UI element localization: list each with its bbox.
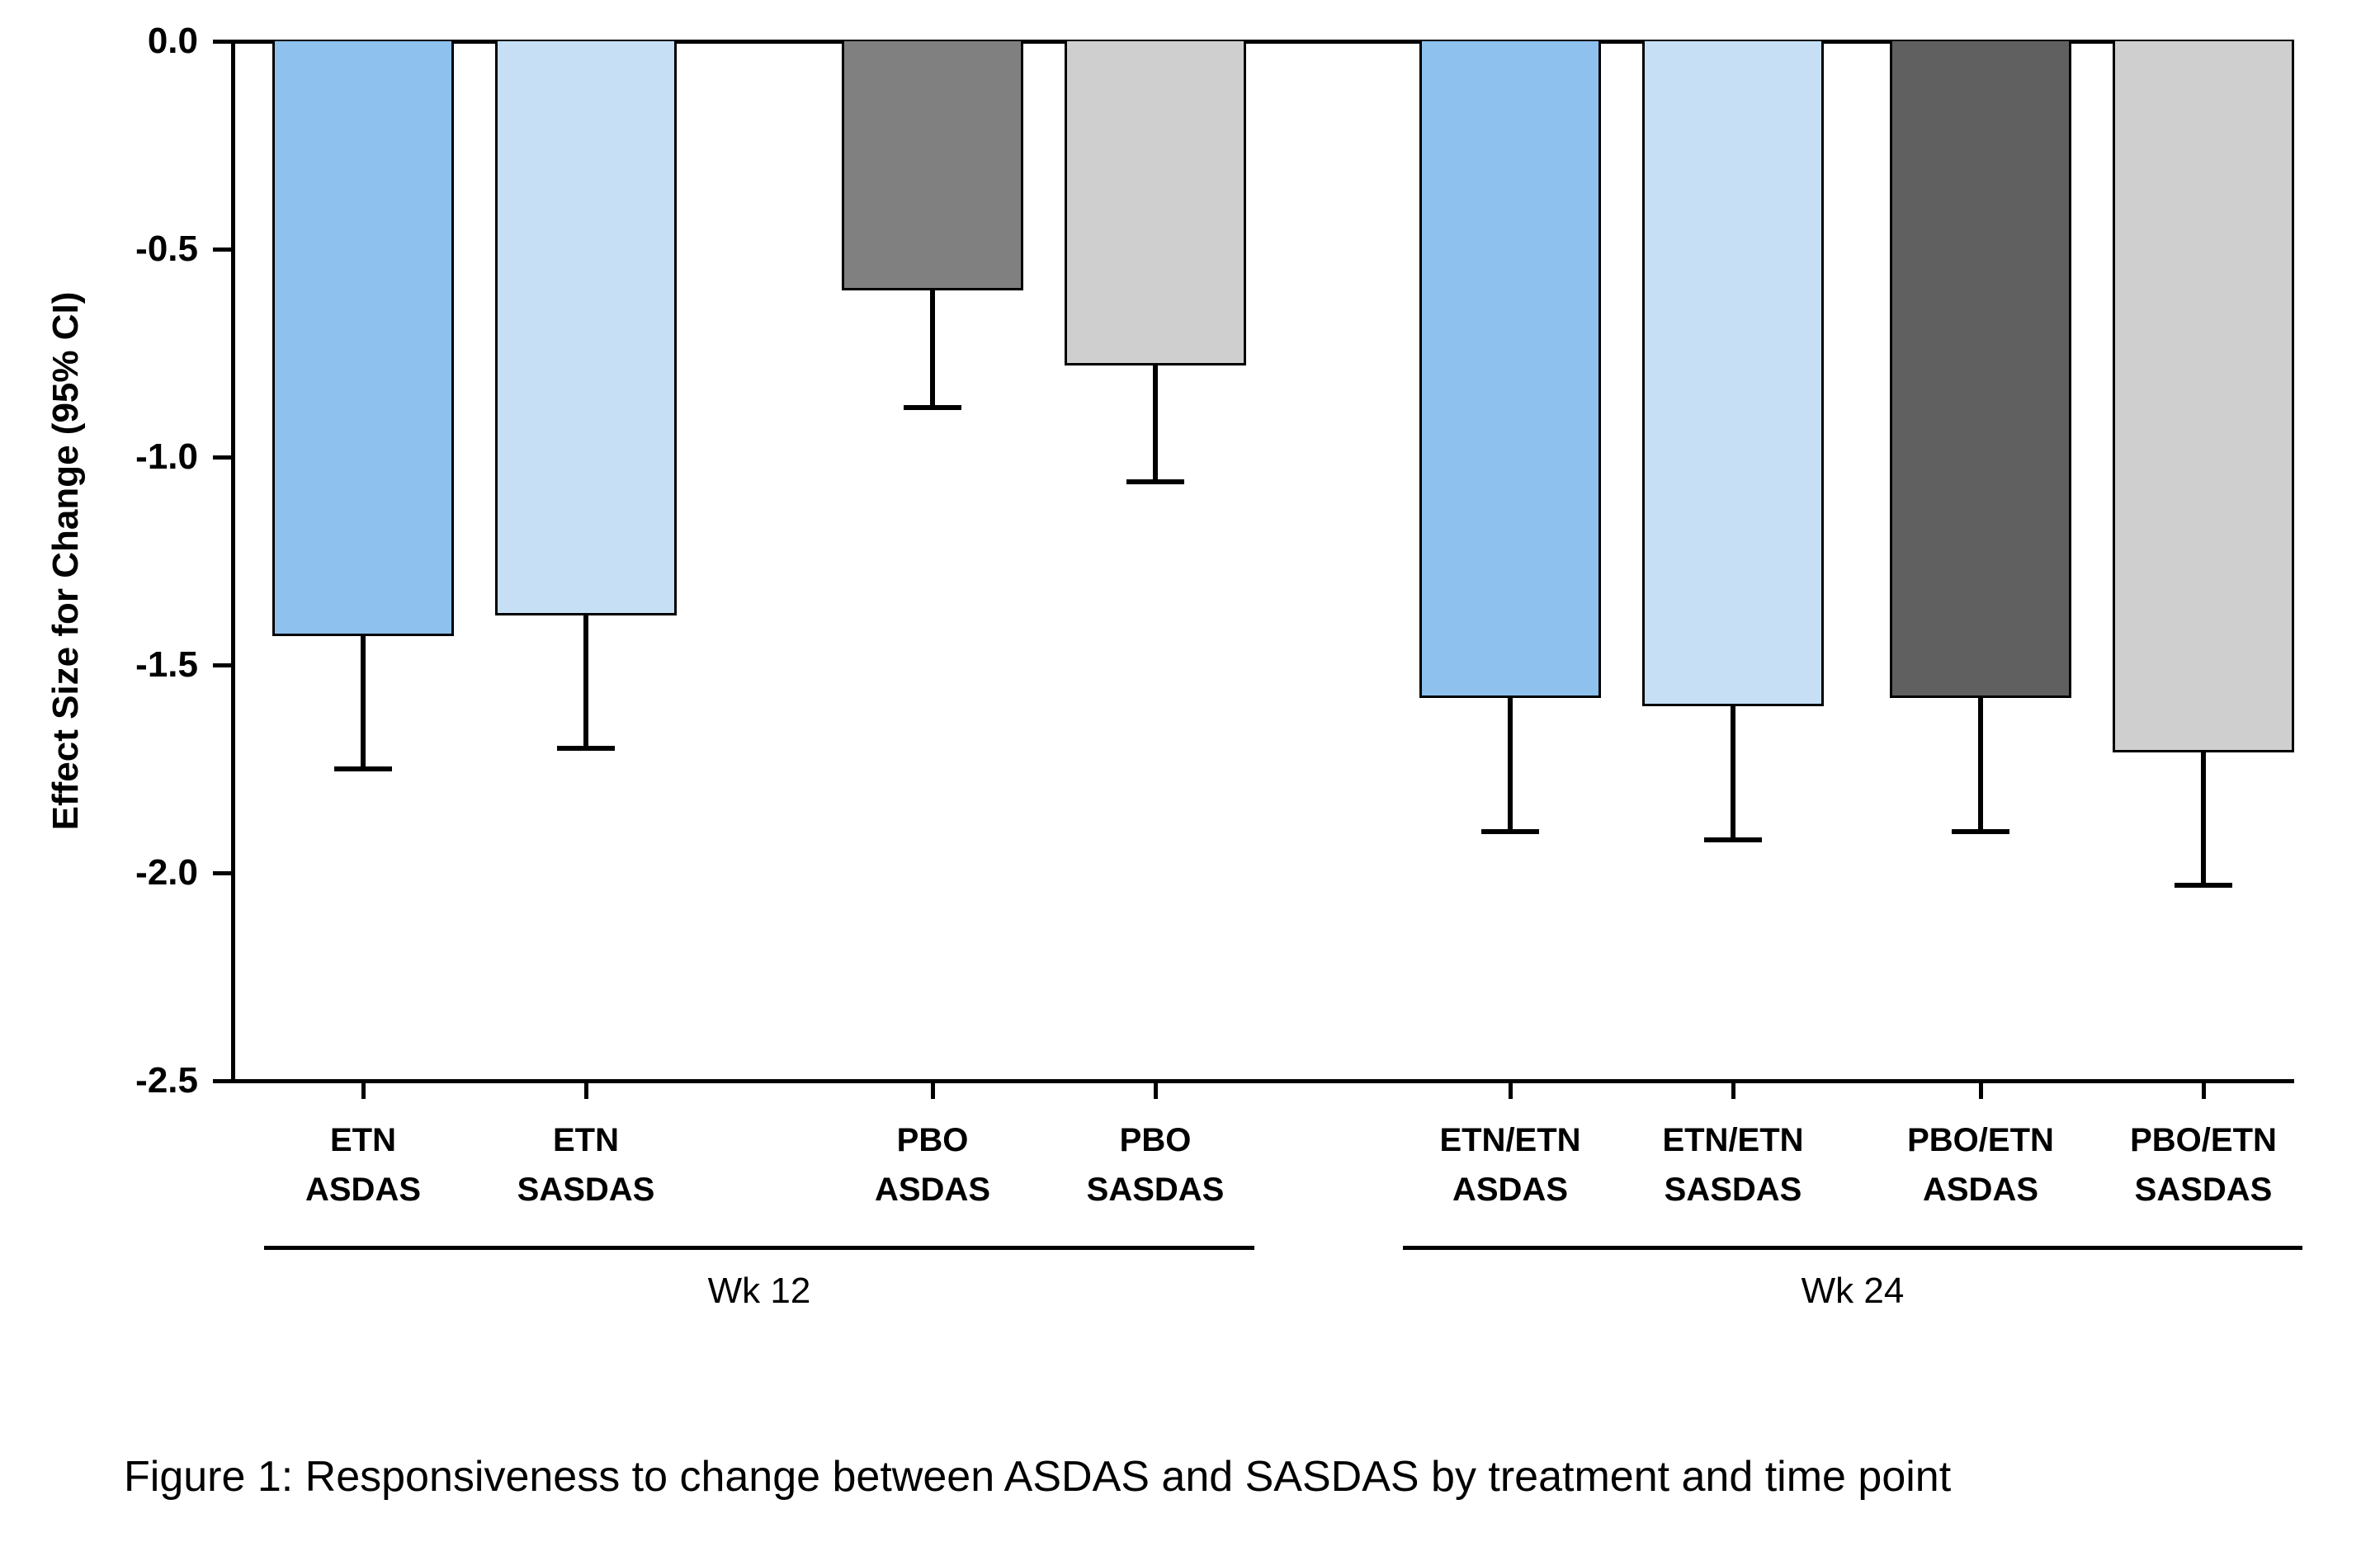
errorbar-wk12-pbo-asdas [930,290,935,407]
x-category-label-line2: SASDAS [2135,1172,2273,1209]
x-category-label-line1: PBO/ETN [2130,1122,2277,1159]
bar-wk24-etn-sasdas [1642,41,1824,706]
x-tick [2202,1081,2206,1099]
x-axis-bottom-line [231,1079,2294,1083]
errorbar-cap-wk12-pbo-sasdas [1126,479,1184,484]
errorbar-cap-wk12-pbo-asdas [904,405,961,410]
errorbar-wk24-pbo-sasdas [2201,752,2206,885]
x-tick [931,1081,935,1099]
errorbar-cap-wk12-etn-asdas [334,766,392,771]
x-category-label-line1: PBO [1120,1122,1192,1159]
errorbar-wk24-etn-sasdas [1731,706,1735,839]
x-tick [1509,1081,1513,1099]
y-tick [213,248,231,252]
y-tick-label: -0.5 [0,229,198,270]
errorbar-wk12-pbo-sasdas [1153,365,1158,482]
x-category-label-line1: ETN [330,1122,396,1159]
errorbar-wk12-etn-sasdas [583,615,588,748]
y-tick-label: -2.5 [0,1060,198,1101]
group-line [264,1246,1254,1250]
x-category-label-line2: ASDAS [1923,1172,2038,1209]
bar-wk24-pbo-sasdas [2113,41,2294,752]
errorbar-cap-wk24-etn-asdas [1481,829,1539,834]
x-tick [584,1081,588,1099]
errorbar-wk24-pbo-asdas [1978,698,1983,831]
errorbar-cap-wk24-pbo-sasdas [2175,883,2232,888]
group-line [1403,1246,2302,1250]
y-tick-label: -2.0 [0,852,198,894]
y-tick [213,871,231,875]
y-tick [213,1079,231,1083]
errorbar-wk24-etn-asdas [1508,698,1513,831]
y-tick-label: 0.0 [0,21,198,62]
figure-caption: Figure 1: Responsiveness to change betwe… [124,1452,1951,1502]
y-axis-label: Effect Size for Change (95% CI) [45,292,87,831]
x-category-label-line2: ASDAS [1452,1172,1568,1209]
y-tick-label: -1.5 [0,644,198,686]
bar-wk12-pbo-asdas [842,41,1023,290]
y-tick [213,663,231,667]
y-axis-line [231,41,235,1081]
bar-wk24-etn-asdas [1419,41,1601,698]
group-label: Wk 12 [708,1271,811,1312]
y-tick [213,455,231,460]
x-category-label-line1: ETN/ETN [1662,1122,1803,1159]
bar-wk12-etn-asdas [272,41,454,636]
errorbar-wk12-etn-asdas [361,636,366,769]
y-tick-label: -1.0 [0,436,198,478]
y-tick [213,40,231,44]
x-tick [1979,1081,1983,1099]
x-tick [361,1081,366,1099]
x-category-label-line2: SASDAS [1087,1172,1225,1209]
x-tick [1731,1081,1735,1099]
x-category-label-line1: ETN [553,1122,619,1159]
x-category-label-line1: PBO [897,1122,969,1159]
bar-wk12-etn-sasdas [495,41,677,615]
errorbar-cap-wk12-etn-sasdas [557,746,615,751]
bar-wk12-pbo-sasdas [1065,41,1246,365]
errorbar-cap-wk24-etn-sasdas [1704,837,1762,842]
group-label: Wk 24 [1802,1271,1905,1312]
x-category-label-line2: SASDAS [517,1172,655,1209]
x-category-label-line1: ETN/ETN [1439,1122,1580,1159]
bar-wk24-pbo-asdas [1890,41,2071,698]
x-category-label-line2: ASDAS [305,1172,421,1209]
x-category-label-line1: PBO/ETN [1907,1122,2054,1159]
x-tick [1154,1081,1158,1099]
x-category-label-line2: ASDAS [875,1172,990,1209]
errorbar-cap-wk24-pbo-asdas [1952,829,2009,834]
x-category-label-line2: SASDAS [1665,1172,1802,1209]
